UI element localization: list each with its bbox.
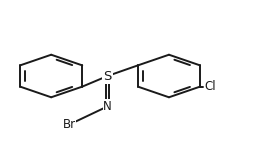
Text: S: S: [103, 69, 112, 83]
Text: Br: Br: [62, 118, 76, 131]
Text: N: N: [103, 100, 112, 113]
Text: Cl: Cl: [205, 80, 216, 93]
